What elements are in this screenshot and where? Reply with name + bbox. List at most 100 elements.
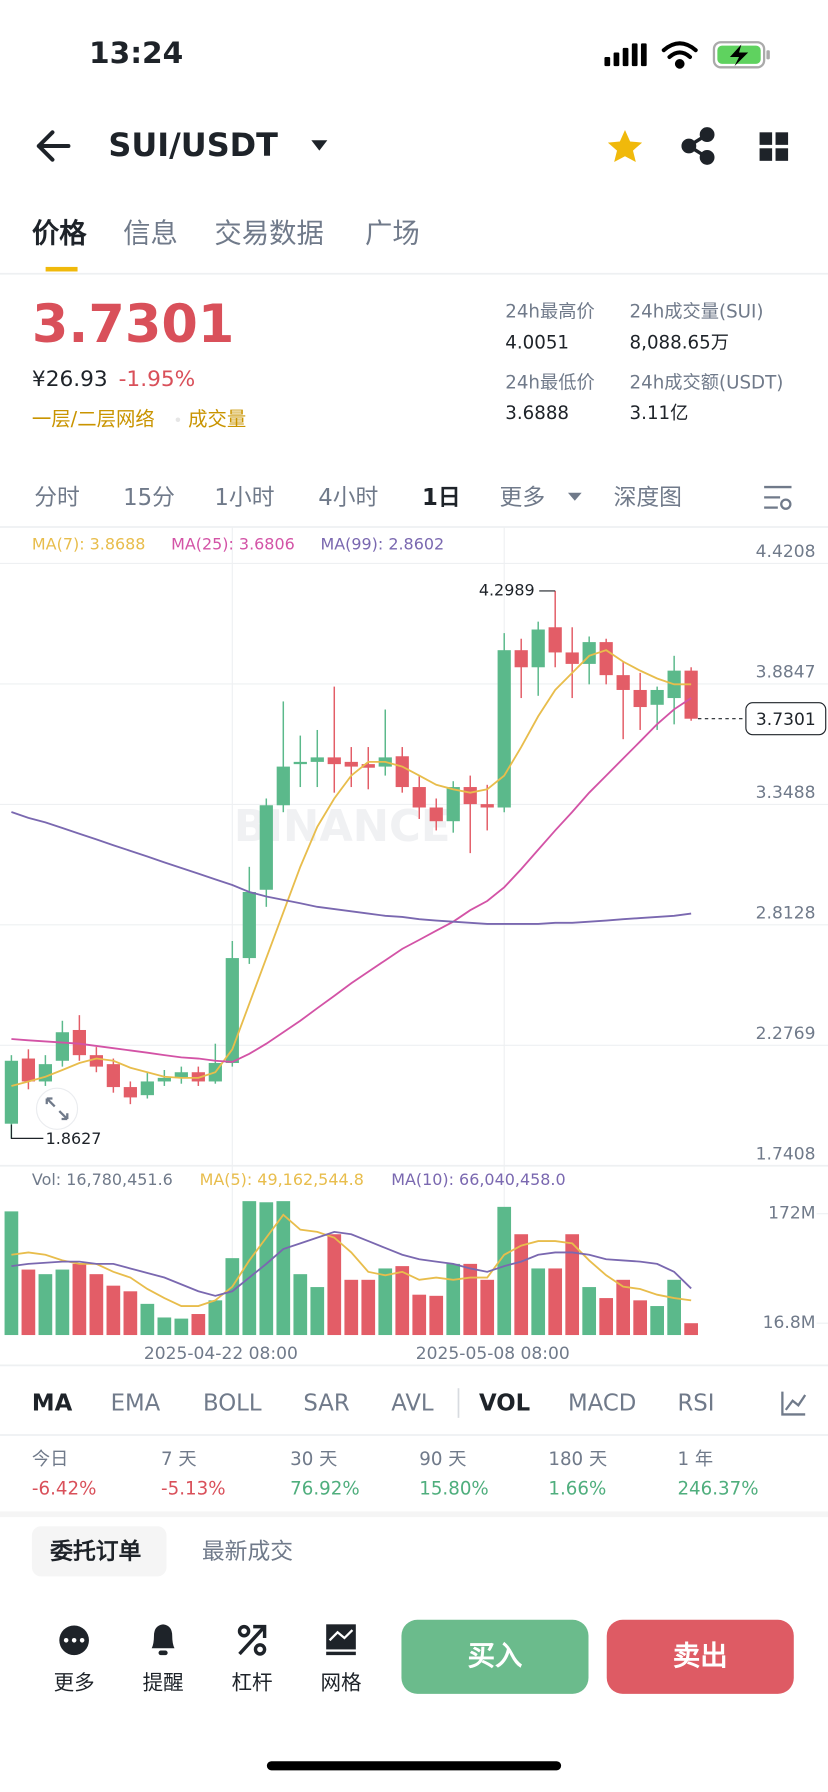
perf-label: 7 天 [161,1449,197,1470]
order-tab[interactable]: 委托订单 [50,1539,141,1565]
action-label[interactable]: 更多 [54,1671,95,1695]
buy-label[interactable]: 买入 [468,1641,523,1672]
ma-line [11,649,692,1087]
indicator-tab[interactable]: MACD [568,1391,636,1417]
volume-bar [361,1279,376,1336]
perf-value: 15.80% [419,1479,489,1500]
ma-line [11,1213,692,1307]
volume-bar [38,1274,53,1336]
stat-value: 8,088.65万 [630,332,729,353]
chart-settings[interactable] [764,485,792,510]
leverage-icon[interactable] [237,1624,267,1656]
volume-bar [106,1285,121,1336]
perf-value: 76.92% [290,1479,360,1500]
volume-bar [565,1234,580,1336]
volume-bar [174,1318,189,1336]
perf-value: -5.13% [161,1479,226,1500]
candle-body [684,670,698,719]
last-price-label: 3.7301 [756,710,816,730]
wifi-icon [661,41,698,69]
volume-bar [429,1295,444,1336]
candle-body [395,756,409,788]
volume-bar [293,1274,308,1336]
tab[interactable]: 信息 [123,218,178,249]
interval-tab[interactable]: 4小时 [318,485,378,511]
sell-label[interactable]: 卖出 [673,1641,728,1672]
indicator-tab[interactable]: SAR [303,1391,349,1417]
candle-body [140,1081,154,1096]
candle-body [174,1072,188,1078]
more-dropdown[interactable] [567,492,582,501]
layout-button[interactable] [759,132,789,161]
perf-value: 1.66% [548,1479,606,1500]
action-label[interactable]: 杠杆 [232,1671,273,1695]
volume-bar [395,1266,410,1336]
volume-bar [276,1201,291,1336]
tag[interactable]: 成交量 [188,407,246,430]
expand-button[interactable] [35,1087,79,1130]
volume-bar [378,1268,393,1336]
pair-title[interactable]: SUI/USDT [108,126,278,164]
order-tab-active[interactable] [31,1526,167,1577]
candle-body [497,650,511,808]
indicator-settings[interactable] [781,1391,807,1416]
y-tick-label: 2.8128 [756,903,816,923]
volume-bar [412,1294,427,1336]
buy-button[interactable] [401,1619,589,1694]
candle-body [480,804,494,808]
volume-bar [259,1202,274,1336]
volume-bar [123,1291,138,1336]
perf-value: 246.37% [677,1479,758,1500]
y-tick-label: 4.4208 [756,542,816,562]
interval-tab[interactable]: 更多 [500,485,546,511]
battery-icon [712,41,770,69]
interval-tab[interactable]: 分时 [34,485,80,511]
vol-legend: MA(5): 49,162,544.8 [200,1170,364,1189]
sell-button[interactable] [606,1619,794,1694]
indicator-tab[interactable]: MA [32,1391,73,1417]
candle-body [123,1087,137,1098]
pair-dropdown[interactable] [311,140,328,151]
candle-body [191,1072,205,1082]
volume-bar [599,1298,614,1336]
interval-tab[interactable]: 1小时 [214,485,274,511]
action-label[interactable]: 提醒 [143,1671,184,1695]
volume-bar [344,1279,359,1336]
high-label: 4.2989 [479,580,535,599]
favorite-star[interactable] [607,130,643,162]
tag[interactable]: 一层/二层网络 [32,407,155,430]
ma-legend: MA(25): 3.6806 [171,535,295,554]
tab[interactable]: 交易数据 [214,218,323,249]
back-button[interactable] [36,130,71,162]
volume-bar [191,1314,206,1336]
candle-body [616,675,630,690]
indicator-tab[interactable]: EMA [111,1391,161,1417]
status-time: 13:24 [89,35,183,70]
stat-value: 3.6888 [505,403,569,424]
candle-body [599,642,613,676]
alert-icon[interactable] [151,1624,175,1656]
action-label[interactable]: 网格 [320,1671,362,1695]
share-button[interactable] [681,127,715,165]
tab[interactable]: 价格 [32,218,87,249]
order-tab[interactable]: 最新成交 [202,1539,293,1565]
interval-tab[interactable]: 15分 [123,485,175,511]
indicator-tab[interactable]: RSI [677,1391,714,1417]
low-marker [10,1124,44,1139]
volume-bar [208,1300,223,1336]
indicator-tab[interactable]: VOL [479,1391,530,1417]
candle-body [565,652,579,664]
volume-bar [21,1269,36,1336]
indicator-tab[interactable]: AVL [391,1391,434,1417]
tag-separator [175,417,181,423]
candle-body [548,627,562,653]
interval-tab[interactable]: 深度图 [614,485,682,511]
more-icon[interactable] [59,1625,89,1656]
indicator-tab[interactable]: BOLL [203,1391,262,1417]
candle-body [463,787,477,805]
tab[interactable]: 广场 [365,218,420,249]
grid-icon[interactable] [326,1624,356,1656]
interval-tab[interactable]: 1日 [422,485,461,511]
volume-bar [140,1303,155,1336]
